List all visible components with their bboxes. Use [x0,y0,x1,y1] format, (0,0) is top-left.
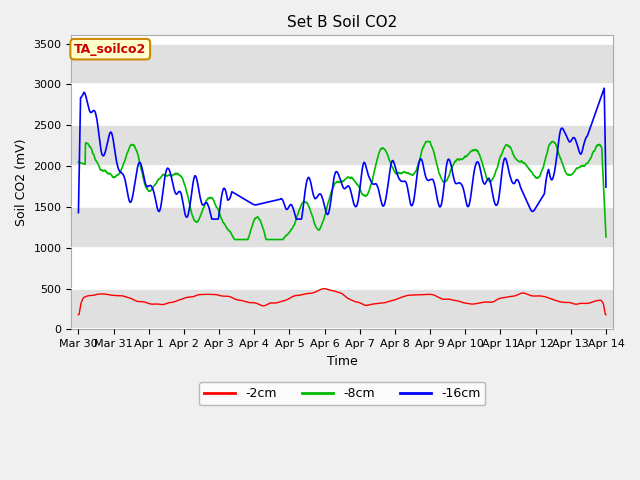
Legend: -2cm, -8cm, -16cm: -2cm, -8cm, -16cm [199,383,485,406]
Text: TA_soilco2: TA_soilco2 [74,43,147,56]
Title: Set B Soil CO2: Set B Soil CO2 [287,15,397,30]
Bar [72,288,613,329]
Bar [72,125,613,166]
X-axis label: Time: Time [327,355,358,368]
Y-axis label: Soil CO2 (mV): Soil CO2 (mV) [15,139,28,226]
Bar [72,44,613,84]
Bar [72,207,613,248]
